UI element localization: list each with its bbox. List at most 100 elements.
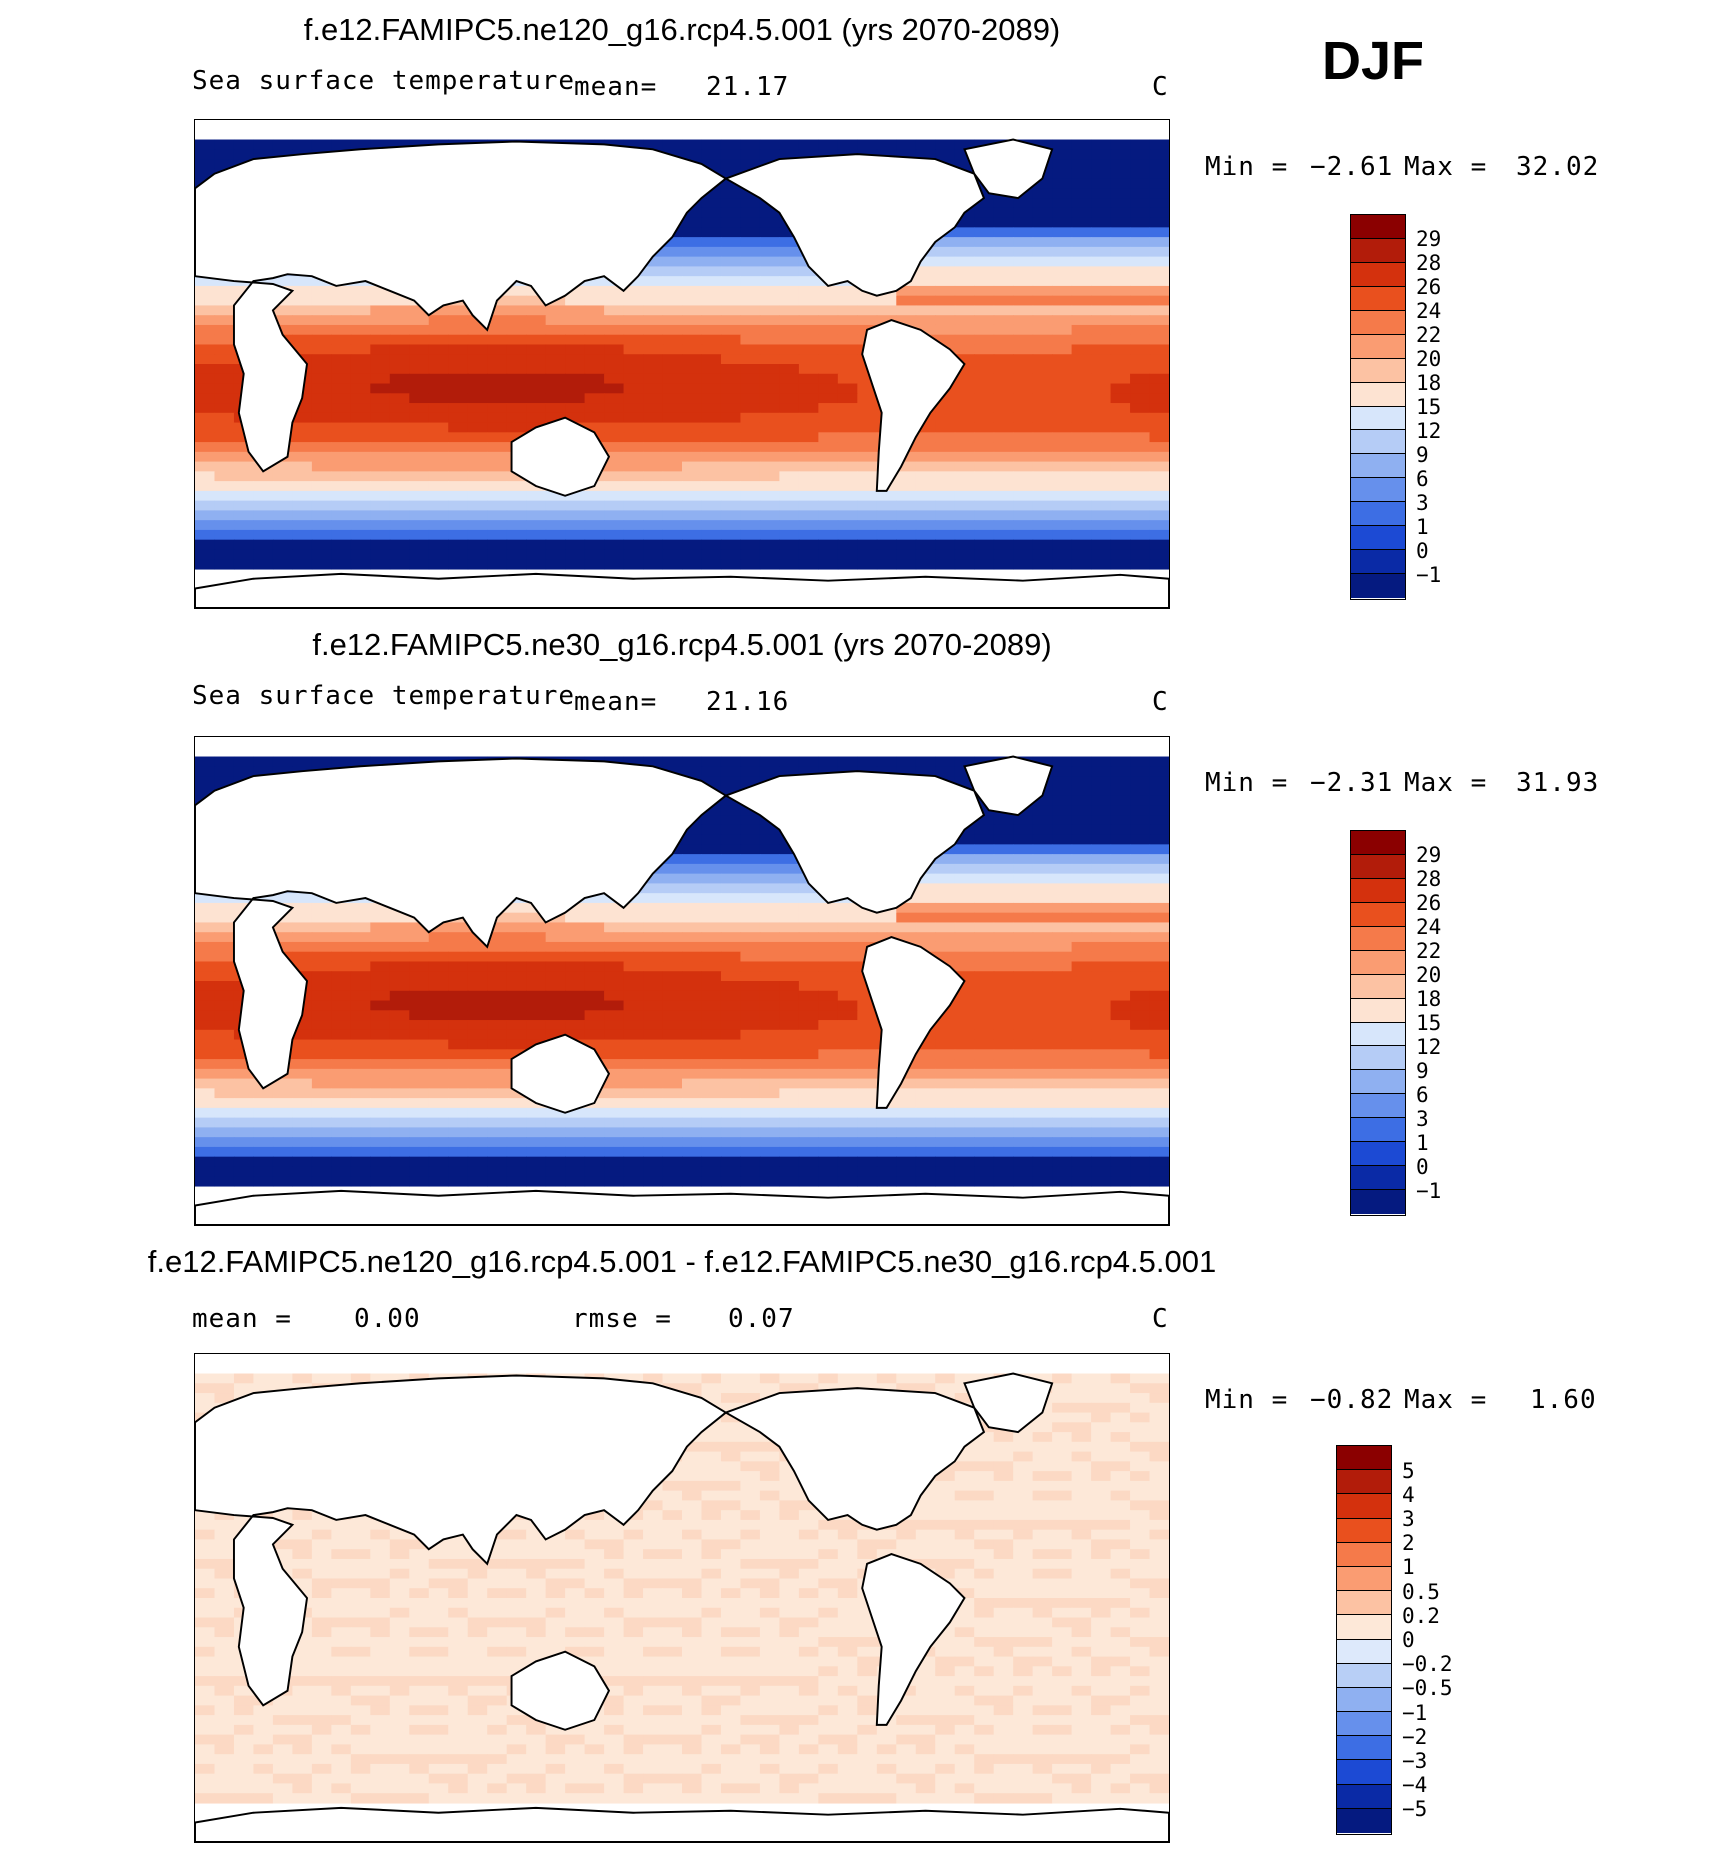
map-field-cell [779, 893, 800, 904]
map-field-cell [545, 412, 566, 424]
map-field-cell [1071, 198, 1092, 209]
map-field-cell [720, 432, 742, 443]
map-field-cell [311, 305, 332, 316]
map-field-cell [350, 315, 371, 326]
map-field-cell [993, 295, 1014, 307]
map-field-cell [1091, 1176, 1112, 1187]
map-field-cell [565, 412, 586, 424]
map-field-cell [409, 1156, 430, 1168]
map-field-cell [798, 1039, 819, 1050]
map-field-cell [974, 1059, 995, 1070]
map-field-cell [623, 334, 644, 346]
map-field-cell [331, 971, 352, 982]
map-field-cell [837, 1010, 858, 1021]
map-field-cell [779, 844, 800, 855]
map-field-cell [195, 1010, 216, 1021]
map-field-cell [370, 981, 391, 992]
colorbar-band [1351, 478, 1405, 503]
map-field-cell [1130, 1451, 1151, 1462]
map-field-cell [701, 1020, 722, 1031]
map-field-cell [1052, 490, 1073, 502]
map-field-cell [1013, 883, 1034, 894]
map-field-cell [896, 1078, 917, 1089]
map-field-cell [818, 1107, 839, 1119]
map-field-cell [935, 1137, 956, 1148]
map-field-cell [701, 844, 722, 855]
map-field-cell [993, 432, 1014, 443]
map-field-cell [1091, 549, 1112, 560]
map-field-cell [779, 1117, 800, 1128]
map-field-cell [740, 1383, 761, 1394]
map-field-cell [1130, 776, 1151, 787]
map-field-cell [759, 432, 780, 443]
map-field-cell [233, 471, 255, 482]
map-field-cell [818, 539, 839, 551]
map-field-cell [311, 1146, 332, 1158]
map-field-cell [623, 1078, 644, 1089]
map-field-cell [409, 559, 430, 570]
map-field-cell [448, 981, 469, 992]
map-field-cell [331, 1166, 352, 1177]
map-field-cell [1071, 276, 1092, 287]
map-field-cell [993, 1146, 1014, 1158]
map-field-cell [954, 844, 975, 855]
map-field-cell [974, 1451, 995, 1462]
map-field-cell [837, 549, 858, 560]
map-field-cell [759, 373, 780, 385]
map-field-cell [954, 902, 975, 914]
map-field-cell [720, 756, 742, 767]
map-field-cell [720, 442, 742, 453]
map-field-cell [974, 912, 995, 924]
map-field-cell [857, 1088, 878, 1099]
map-field-cell [974, 490, 995, 502]
map-field-cell [1091, 1000, 1112, 1011]
map-field-cell [759, 1078, 780, 1089]
map-field-cell [350, 1010, 371, 1021]
map-field-cell [1110, 1068, 1131, 1080]
map-field-cell [662, 305, 683, 316]
map-field-cell [818, 500, 839, 511]
map-field-cell [1032, 432, 1053, 443]
map-field-cell [623, 461, 644, 472]
map-field-cell [1052, 844, 1073, 855]
map-field-cell [915, 256, 936, 267]
map-field-cell [1110, 383, 1131, 394]
map-field-cell [1032, 951, 1053, 963]
map-field-cell [565, 393, 586, 404]
map-field-cell [779, 451, 800, 463]
map-field-cell [409, 373, 430, 385]
map-field-cell [292, 442, 313, 453]
map-field-cell [1110, 873, 1131, 884]
map-field-cell [1110, 951, 1131, 963]
map-field-cell [759, 1137, 780, 1148]
map-field-cell [720, 1166, 742, 1177]
map-field-cell [233, 500, 255, 511]
map-field-cell [896, 1127, 917, 1138]
map-field-cell [1013, 922, 1034, 933]
map-field-cell [195, 1383, 216, 1394]
map-field-cell [759, 217, 780, 228]
map-field-cell [1013, 1010, 1034, 1021]
continent-outline [510, 1033, 611, 1114]
map-field-cell [720, 854, 742, 865]
map-field-cell [1130, 1127, 1151, 1138]
map-field-cell [1110, 1402, 1131, 1414]
map-field-cell [682, 256, 703, 267]
map-field-cell [331, 393, 352, 404]
map-field-cell [389, 559, 410, 570]
map-field-cell [974, 471, 995, 482]
map-field-cell [1013, 520, 1034, 531]
map-field-cell [643, 1137, 664, 1148]
map-field-cell [565, 315, 586, 326]
map-field-cell [1130, 785, 1151, 797]
map-field-cell [1091, 1107, 1112, 1119]
map-field-cell [195, 305, 216, 316]
map-field-cell [662, 961, 683, 972]
map-field-cell [195, 1402, 216, 1414]
map-field-cell [292, 520, 313, 531]
map-field-cell [487, 932, 508, 943]
colorbar-band [1351, 215, 1405, 239]
map-field-cell [1130, 168, 1151, 180]
map-field-cell [195, 422, 216, 433]
map-field-cell [311, 951, 332, 963]
